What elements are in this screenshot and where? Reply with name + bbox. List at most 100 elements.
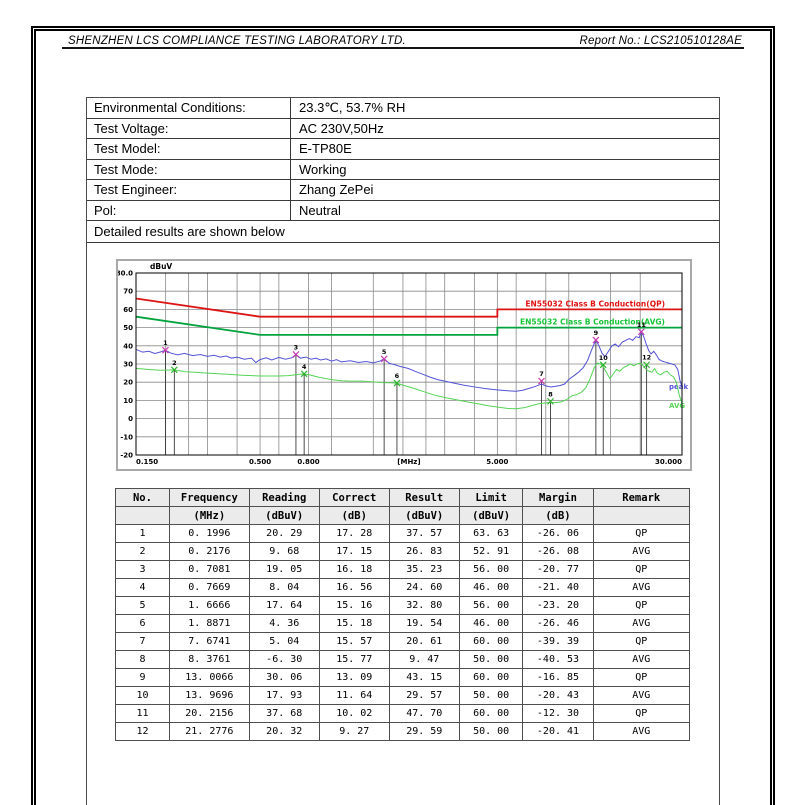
y-tick-label: 30 bbox=[123, 361, 133, 369]
table-units-row: (MHz) (dBuV) (dB) (dBuV) (dBuV) (dB) bbox=[115, 506, 690, 525]
limit-label: EN55032 Class B Conduction(AVG) bbox=[520, 318, 665, 327]
table-header-row: No. Frequency Reading Correct Result Limit Mar… bbox=[115, 488, 690, 507]
cell: AVG bbox=[592, 614, 690, 633]
header-cell: (dBuV) bbox=[388, 506, 460, 525]
marker-number: 11 bbox=[637, 321, 647, 329]
cell: 24. 60 bbox=[388, 578, 460, 597]
cell: 4 bbox=[115, 578, 170, 597]
table-row: 8 8. 3761 -6. 30 15. 77 9. 47 50. 00 -40. 53 AV… bbox=[115, 650, 690, 669]
header-cell: Frequency bbox=[168, 488, 250, 507]
y-tick-label: 60 bbox=[123, 306, 133, 314]
cell: 16. 56 bbox=[318, 578, 390, 597]
cell: 12 bbox=[115, 722, 170, 741]
y-tick-label: 0 bbox=[128, 415, 133, 423]
emission-chart-svg: EN55032 Class B Conduction(QP) EN55032 Cl… bbox=[116, 262, 689, 466]
table-row: 4 0. 7669 8. 04 16. 56 24. 60 46. 00 -21. 40 AV… bbox=[115, 578, 690, 597]
cell: -21. 40 bbox=[522, 578, 594, 597]
cell: QP bbox=[592, 596, 690, 615]
marker-number: 8 bbox=[548, 390, 553, 398]
condition-row: Environmental Conditions: 23.3℃, 53.7% R… bbox=[87, 98, 719, 119]
cell: AVG bbox=[592, 686, 690, 705]
header-cell: (dBuV) bbox=[458, 506, 524, 525]
marker-number: 9 bbox=[594, 329, 599, 337]
header-cell: No. bbox=[115, 488, 170, 507]
marker-cross bbox=[592, 336, 600, 344]
cell: 17. 28 bbox=[318, 524, 390, 543]
header-cell bbox=[115, 506, 170, 525]
cell: 35. 23 bbox=[388, 560, 460, 579]
marker-number: 7 bbox=[539, 370, 544, 378]
plot-border bbox=[135, 272, 683, 456]
cell: -26. 08 bbox=[522, 542, 594, 561]
table-row: 3 0. 7081 19. 05 16. 18 35. 23 56. 00 -20. 77 Q… bbox=[115, 560, 690, 579]
cell: -23. 20 bbox=[522, 596, 594, 615]
condition-value: E-TP80E bbox=[299, 141, 352, 157]
trace-AVG bbox=[135, 362, 683, 410]
header-cell bbox=[592, 506, 690, 525]
cell: 56. 00 bbox=[458, 560, 524, 579]
cell: -6. 30 bbox=[248, 650, 320, 669]
cell: 37. 68 bbox=[248, 704, 320, 723]
condition-row: Test Mode: Working bbox=[87, 159, 719, 180]
condition-label: Test Voltage: bbox=[87, 118, 291, 138]
cell: 2 bbox=[115, 542, 170, 561]
cell: -16. 85 bbox=[522, 668, 594, 687]
page-header: SHENZHEN LCS COMPLIANCE TESTING LABORATO… bbox=[62, 29, 744, 49]
trace-label: AVG bbox=[669, 402, 685, 410]
cell: 8. 3761 bbox=[168, 650, 250, 669]
marker-cross bbox=[643, 361, 651, 369]
cell: 32. 80 bbox=[388, 596, 460, 615]
header-cell: Reading bbox=[248, 488, 320, 507]
cell: 9. 27 bbox=[318, 722, 390, 741]
cell: 47. 70 bbox=[388, 704, 460, 723]
condition-row: Test Engineer: Zhang ZePei bbox=[87, 180, 719, 201]
header-cell: Result bbox=[388, 488, 460, 507]
cell: 1. 8871 bbox=[168, 614, 250, 633]
marker-number: 12 bbox=[642, 354, 651, 362]
cell: 21. 2776 bbox=[168, 722, 250, 741]
condition-label: Test Model: bbox=[87, 139, 291, 159]
y-axis-unit: dBuV bbox=[150, 262, 172, 271]
cell: 17. 64 bbox=[248, 596, 320, 615]
cell: 1. 6666 bbox=[168, 596, 250, 615]
header-cell: Correct bbox=[318, 488, 390, 507]
cell: 0. 7081 bbox=[168, 560, 250, 579]
header-cell: (MHz) bbox=[168, 506, 250, 525]
marker-cross bbox=[637, 328, 645, 336]
condition-value: AC 230V,50Hz bbox=[299, 120, 384, 136]
cell: 15. 18 bbox=[318, 614, 390, 633]
y-tick-label: 10 bbox=[123, 397, 133, 405]
table-row: 5 1. 6666 17. 64 15. 16 32. 80 56. 00 -23. 20 Q… bbox=[115, 596, 690, 615]
limit-label: EN55032 Class B Conduction(QP) bbox=[525, 299, 665, 308]
x-tick-label: 30.000 bbox=[655, 458, 682, 466]
cell: 13. 09 bbox=[318, 668, 390, 687]
y-tick-label: -10 bbox=[120, 433, 133, 441]
limit-line-qp bbox=[135, 297, 682, 318]
cell: 0. 2176 bbox=[168, 542, 250, 561]
cell: 5. 04 bbox=[248, 632, 320, 651]
conditions-note: Detailed results are shown below bbox=[87, 221, 719, 243]
cell: 46. 00 bbox=[458, 614, 524, 633]
cell: 0. 1996 bbox=[168, 524, 250, 543]
x-tick-label: 0.500 bbox=[249, 458, 271, 466]
marker-number: 5 bbox=[382, 348, 387, 356]
condition-value: Working bbox=[299, 161, 347, 177]
cell: QP bbox=[592, 560, 690, 579]
condition-value: 23.3℃, 53.7% RH bbox=[299, 99, 406, 115]
cell: 56. 00 bbox=[458, 596, 524, 615]
content-frame: Environmental Conditions: 23.3℃, 53.7% R… bbox=[86, 97, 720, 805]
cell: 8 bbox=[115, 650, 170, 669]
cell: 50. 00 bbox=[458, 686, 524, 705]
cell: 8. 04 bbox=[248, 578, 320, 597]
header-cell: (dB) bbox=[522, 506, 594, 525]
cell: 11 bbox=[115, 704, 170, 723]
y-tick-label: 20 bbox=[123, 379, 133, 387]
header-cell: (dB) bbox=[318, 506, 390, 525]
condition-row: Pol: Neutral bbox=[87, 200, 719, 221]
marker-cross bbox=[300, 370, 308, 378]
condition-label: Test Engineer: bbox=[87, 180, 291, 200]
cell: 7 bbox=[115, 632, 170, 651]
table-row: 9 13. 0066 30. 06 13. 09 43. 15 60. 00 -16. 85… bbox=[115, 668, 690, 687]
cell: 19. 54 bbox=[388, 614, 460, 633]
marker-number: 4 bbox=[302, 363, 307, 371]
